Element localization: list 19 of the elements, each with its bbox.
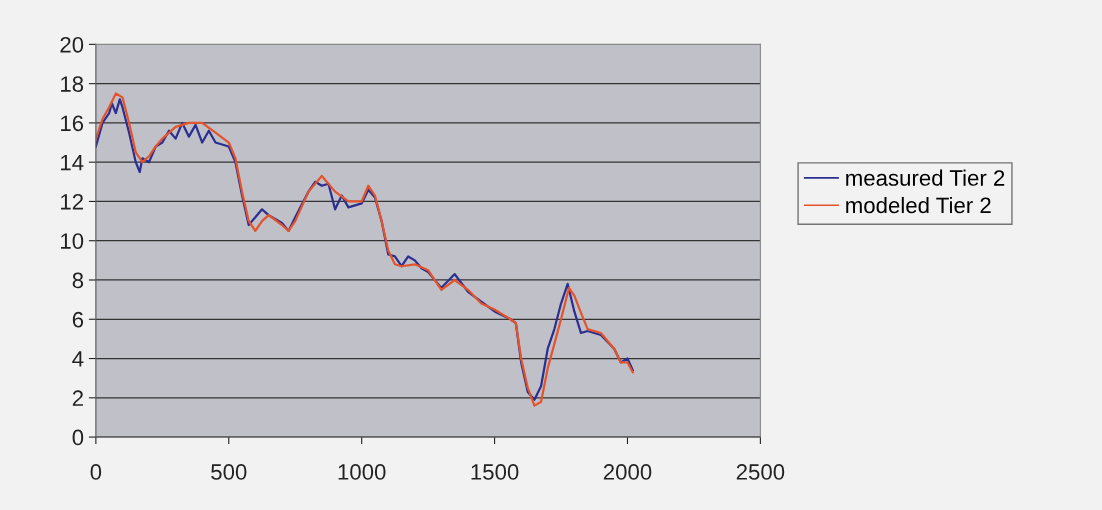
x-tick-label: 1500 <box>471 464 519 480</box>
y-tick-label: 0 <box>72 429 84 446</box>
x-tick-label: 500 <box>211 464 247 480</box>
y-tick-label: 16 <box>61 115 84 132</box>
y-tick-label: 14 <box>61 154 84 171</box>
legend-label: measured Tier 2 <box>846 169 1005 186</box>
x-tick-label: 2500 <box>736 464 785 480</box>
legend-label: modeled Tier 2 <box>846 196 991 214</box>
y-tick-label: 12 <box>61 193 83 210</box>
y-tick-label: 10 <box>61 233 84 249</box>
x-tick-label: 2000 <box>603 464 652 480</box>
x-tick-label: 1000 <box>338 464 386 480</box>
y-tick-label: 4 <box>72 351 84 367</box>
y-tick-label: 18 <box>61 76 84 92</box>
y-tick-label: 20 <box>60 36 84 53</box>
x-tick-label: 0 <box>90 464 102 480</box>
y-tick-label: 6 <box>72 311 84 328</box>
y-tick-label: 8 <box>72 272 84 289</box>
y-tick-label: 2 <box>72 390 83 406</box>
